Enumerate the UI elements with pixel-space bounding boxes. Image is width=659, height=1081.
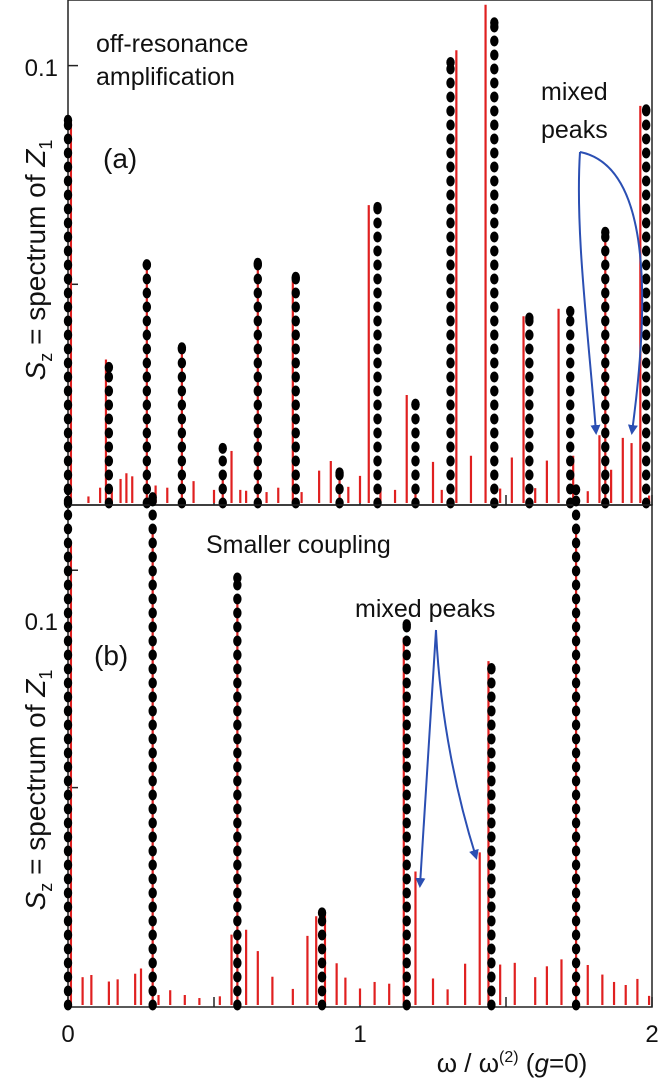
- dotted-peak-b-6: [571, 484, 581, 1011]
- panel-b-arrow-2: [435, 629, 479, 860]
- x-axis-label: ω / ω(2) (g=0): [437, 1048, 588, 1078]
- dotted-peak-a-6: [291, 271, 300, 509]
- panel-a-arrow-1: [577, 151, 601, 435]
- xtick-label-2: 2: [645, 1021, 658, 1048]
- dotted-peak-a-8: [373, 201, 382, 509]
- xlabel-omega: ω / ω: [437, 1048, 499, 1078]
- annotation-smaller-coupling: Smaller coupling: [206, 531, 391, 559]
- annotation-amplification: amplification: [96, 63, 235, 91]
- panel-a: 0.1 off-resonance amplification mixed pe…: [20, 0, 653, 509]
- annotation-mixed-peaks-b: mixed peaks: [355, 595, 495, 623]
- dotted-peak-a-4: [218, 442, 227, 509]
- dotted-peak-a-11: [490, 17, 499, 509]
- xtick-label-0: 0: [61, 1021, 74, 1048]
- xtick-label-1: 1: [353, 1021, 366, 1048]
- panel-a-ylabel: Sz = spectrum of Z1: [20, 140, 56, 381]
- dotted-peak-b-5: [487, 662, 496, 1011]
- annotation-peaks: peaks: [541, 116, 608, 144]
- xlabel-sup: (2): [499, 1049, 519, 1066]
- dotted-peak-a-2: [142, 259, 152, 509]
- ylabel-s: S: [20, 361, 51, 380]
- panel-b-ytick-label: 0.1: [25, 609, 58, 636]
- ylabel-b-z: Z: [20, 679, 51, 698]
- dotted-peak-a-9: [411, 398, 420, 509]
- dotted-peak-b-0: [63, 484, 73, 1011]
- dotted-peak-a-12: [525, 312, 534, 509]
- panel-b: 0.1 Smaller coupling mixed peaks (b) 0 1…: [20, 484, 659, 1078]
- panel-b-arrow-1: [415, 629, 437, 888]
- panel-a-arrow-2: [579, 151, 644, 435]
- ylabel-b-middle: = spectrum of: [20, 697, 51, 883]
- dotted-peak-a-15: [641, 104, 651, 509]
- panel-a-ytick-label: 0.1: [25, 55, 58, 82]
- xlabel-close: =0): [549, 1048, 587, 1078]
- dotted-peak-a-3: [177, 342, 187, 509]
- dotted-peak-a-10: [446, 57, 455, 509]
- annotation-off-resonance: off-resonance: [96, 30, 248, 58]
- panel-b-black-dots: [63, 484, 581, 1011]
- ylabel-middle: = spectrum of: [20, 167, 51, 353]
- panel-b-ticks: [67, 569, 653, 1007]
- ylabel-b-z-sub: 1: [36, 670, 56, 680]
- panel-a-black-dots: [63, 17, 651, 509]
- dotted-peak-a-7: [335, 467, 344, 509]
- ylabel-b-s: S: [20, 891, 51, 910]
- dotted-peak-a-0: [63, 114, 73, 509]
- ylabel-b-s-sub: z: [36, 883, 56, 892]
- dotted-peak-a-14: [601, 226, 610, 509]
- xlabel-open: (: [519, 1048, 535, 1078]
- dotted-peak-b-4: [402, 619, 411, 1011]
- xlabel-g: g: [534, 1048, 549, 1078]
- dotted-peak-b-1: [148, 492, 157, 1011]
- dotted-peak-a-5: [253, 257, 262, 509]
- panel-a-label: (a): [103, 143, 137, 174]
- annotation-mixed: mixed: [541, 78, 608, 106]
- ylabel-z-sub: 1: [36, 140, 56, 150]
- dotted-peak-b-2: [233, 572, 242, 1011]
- ylabel-s-sub: z: [36, 353, 56, 362]
- ylabel-z: Z: [20, 149, 51, 168]
- panel-b-label: (b): [94, 640, 128, 671]
- dotted-peak-a-13: [566, 305, 575, 509]
- panel-b-ylabel: Sz = spectrum of Z1: [20, 670, 56, 911]
- dotted-peak-b-3: [317, 907, 327, 1011]
